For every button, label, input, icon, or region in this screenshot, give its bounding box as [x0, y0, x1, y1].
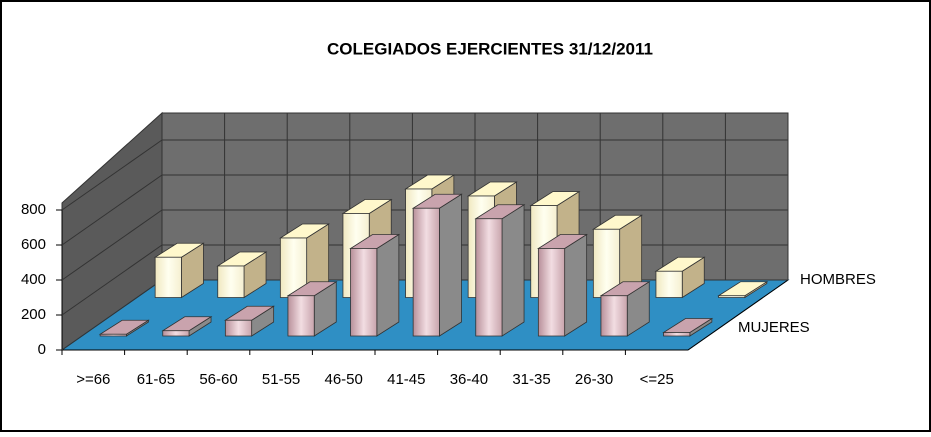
bar: [591, 214, 644, 299]
bar-face: [412, 207, 440, 337]
y-tick-label: 0: [38, 341, 46, 358]
bar-face: [287, 295, 315, 337]
bar: [161, 316, 213, 337]
y-tick-label: 400: [21, 271, 46, 288]
bar: [216, 251, 268, 299]
bar-face: [655, 270, 683, 298]
bar: [599, 281, 651, 337]
y-tick-label: 200: [21, 306, 46, 323]
bar-face: [600, 295, 628, 337]
x-tick-label: 26-30: [575, 371, 613, 388]
bar: [286, 281, 338, 337]
x-tick-label: 51-55: [262, 371, 300, 388]
bar-face: [217, 265, 245, 298]
bar: [278, 223, 331, 299]
x-tick-label: 36-40: [450, 371, 488, 388]
legend-label: MUJERES: [738, 319, 810, 336]
x-tick-label: 56-60: [199, 371, 237, 388]
bar-face: [439, 193, 462, 337]
x-tick-label: 61-65: [137, 371, 175, 388]
bar: [474, 204, 526, 337]
grid-line: [61, 209, 163, 281]
grid-line: [61, 279, 163, 351]
depth-axis: [687, 279, 789, 351]
grid-line: [61, 174, 163, 246]
bar: [153, 242, 205, 299]
x-tick-label: >=66: [76, 371, 110, 388]
bar-face: [663, 332, 691, 337]
bar-face: [224, 319, 253, 337]
bar-face: [475, 218, 503, 337]
bar: [98, 319, 150, 337]
x-tick-label: 41-45: [387, 371, 425, 388]
bar-face: [376, 233, 400, 337]
bar: [223, 305, 276, 337]
bar: [654, 256, 706, 299]
bar: [349, 233, 401, 337]
y-tick-label: 800: [21, 201, 46, 218]
bar-face: [99, 333, 127, 337]
legend-label: HOMBRES: [800, 271, 876, 288]
bar: [536, 233, 589, 337]
bar-face: [154, 256, 182, 298]
bar-face: [501, 204, 525, 337]
bar: [411, 193, 463, 337]
bar-face: [162, 330, 190, 337]
chart-title: COLEGIADOS EJERCIENTES 31/12/2011: [327, 39, 653, 58]
x-tick-label: <=25: [640, 371, 674, 388]
x-tick-label: 31-35: [512, 371, 550, 388]
grid-line: [61, 139, 163, 211]
x-tick-label: 46-50: [325, 371, 363, 388]
y-tick-label: 600: [21, 236, 46, 253]
bar-face: [350, 248, 378, 337]
bar-face: [537, 248, 566, 337]
bar-face: [564, 233, 588, 337]
bar-face: [718, 295, 746, 298]
bar: [717, 281, 769, 299]
bar: [662, 317, 714, 337]
grid-line: [61, 244, 163, 316]
